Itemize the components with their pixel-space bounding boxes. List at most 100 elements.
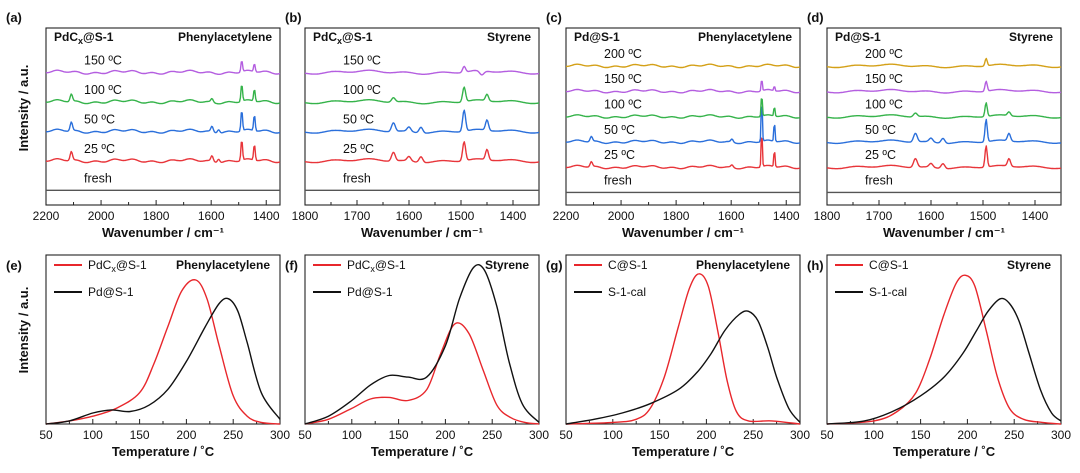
curve-label: 25 ºC [865,148,896,162]
legend-label: Pd@S-1 [347,285,393,299]
x-tick-label: 300 [1051,428,1071,442]
x-axis-label: Temperature / ˚C [371,444,474,459]
ylabel-bottom: Intensity / a.u. [16,287,31,374]
ylabel-top: Intensity / a.u. [16,65,31,152]
curve-label: 100 ºC [604,98,642,112]
x-tick-label: 2200 [33,209,60,223]
panel-title-left: Pd@S-1 [835,30,881,44]
curve-label: 150 ºC [604,72,642,86]
panel-title-left: PdCx@S-1 [54,30,114,46]
x-tick-label: 1600 [918,209,945,223]
spectrum-line [826,80,1062,94]
x-axis-label: Wavenumber / cm⁻¹ [361,225,483,240]
curve-label: 100 ºC [343,83,381,97]
plot-frame [826,27,1062,206]
x-axis-label: Temperature / ˚C [112,444,215,459]
curve-label: 150 ºC [84,53,122,67]
x-tick-label: 1700 [866,209,893,223]
plot-frame [826,254,1062,425]
tpd-line [304,264,540,425]
x-tick-label: 1400 [500,209,527,223]
x-tick-label: 250 [482,428,502,442]
x-tick-label: 1400 [773,209,800,223]
x-tick-label: 250 [743,428,763,442]
curve-label: fresh [604,173,632,187]
curve-label: 25 ºC [604,148,635,162]
tpd-line [304,322,540,425]
legend-label: Pd@S-1 [88,285,134,299]
panel-letter: (d) [807,10,824,25]
curve-label: fresh [84,171,112,185]
x-tick-label: 150 [911,428,931,442]
panel-d: (d) 1800 1700 1600 1500 1400 Wavenumber / cm⁻¹… [807,10,1062,240]
x-tick-label: 1700 [344,209,371,223]
x-tick-label: 1400 [1022,209,1049,223]
x-tick-label: 1400 [253,209,280,223]
x-tick-label: 100 [83,428,103,442]
x-tick-label: 50 [39,428,53,442]
curve-label: 50 ºC [604,123,635,137]
panels: (a) 2200 2000 1800 1600 1400 Wavenumber / cm⁻¹… [6,10,1071,459]
x-tick-label: 2000 [88,209,115,223]
tpd-line [45,297,281,425]
x-axis-label: Temperature / ˚C [893,444,996,459]
panel-letter: (f) [285,258,298,273]
panel-b: (b) 1800 1700 1600 1500 1400 Wavenumber / cm⁻¹… [285,10,540,240]
panel-title-left: Pd@S-1 [574,30,620,44]
panel-h: (h) 50 100 150 200 250 300 Temperature / ˚C Styr… [807,254,1071,459]
x-tick-label: 150 [130,428,150,442]
x-tick-label: 250 [1004,428,1024,442]
spectrum-line [45,141,281,164]
panel-e: (e) 50 100 150 200 250 300 Temperature / ˚C Phen… [6,254,290,459]
curve-label: 50 ºC [343,112,374,126]
panel-title-left: PdCx@S-1 [313,30,373,46]
panel-a: (a) 2200 2000 1800 1600 1400 Wavenumber / cm⁻¹… [6,10,281,240]
x-tick-label: 50 [559,428,573,442]
x-tick-label: 100 [603,428,623,442]
spectrum-line [826,57,1062,69]
panel-title-right: Phenylacetylene [176,258,270,272]
spectrum-line [304,86,540,105]
x-tick-label: 1600 [198,209,225,223]
panel-title-right: Styrene [1009,30,1053,44]
tpd-line [826,297,1062,425]
tpd-line [45,279,281,425]
spectrum-line [826,102,1062,119]
curve-label: 25 ºC [343,142,374,156]
legend-label: C@S-1 [608,258,648,272]
spectrum-line [566,98,801,119]
curve-label: 150 ºC [343,53,381,67]
curve-label: 50 ºC [865,123,896,137]
x-tick-label: 50 [820,428,834,442]
x-tick-label: 1600 [396,209,423,223]
x-axis-label: Wavenumber / cm⁻¹ [102,225,224,240]
spectrum-line [826,118,1062,145]
panel-letter: (c) [546,10,562,25]
curve-label: 150 ºC [865,72,903,86]
panel-letter: (h) [807,258,824,273]
x-tick-label: 1500 [448,209,475,223]
curve-label: 200 ºC [604,47,642,61]
spectrum-line [45,85,281,105]
panel-g: (g) 50 100 150 200 250 300 Temperature / ˚C Phen… [546,254,810,459]
x-tick-label: 200 [696,428,716,442]
x-tick-label: 100 [864,428,884,442]
x-tick-label: 300 [270,428,290,442]
x-tick-label: 200 [957,428,977,442]
panel-letter: (g) [546,258,563,273]
x-axis-label: Wavenumber / cm⁻¹ [883,225,1005,240]
panel-letter: (b) [285,10,302,25]
curve-label: 100 ºC [84,83,122,97]
panel-title-right: Phenylacetylene [696,258,790,272]
tpd-line [826,274,1062,425]
spectrum-line [566,80,801,94]
panel-title-right: Phenylacetylene [178,30,272,44]
spectrum-line [566,63,801,69]
plot-frame [45,27,281,206]
x-tick-label: 300 [529,428,549,442]
panel-title-right: Styrene [485,258,529,272]
panel-title-right: Styrene [1007,258,1051,272]
plot-frame [304,27,540,206]
curve-label: 25 ºC [84,142,115,156]
